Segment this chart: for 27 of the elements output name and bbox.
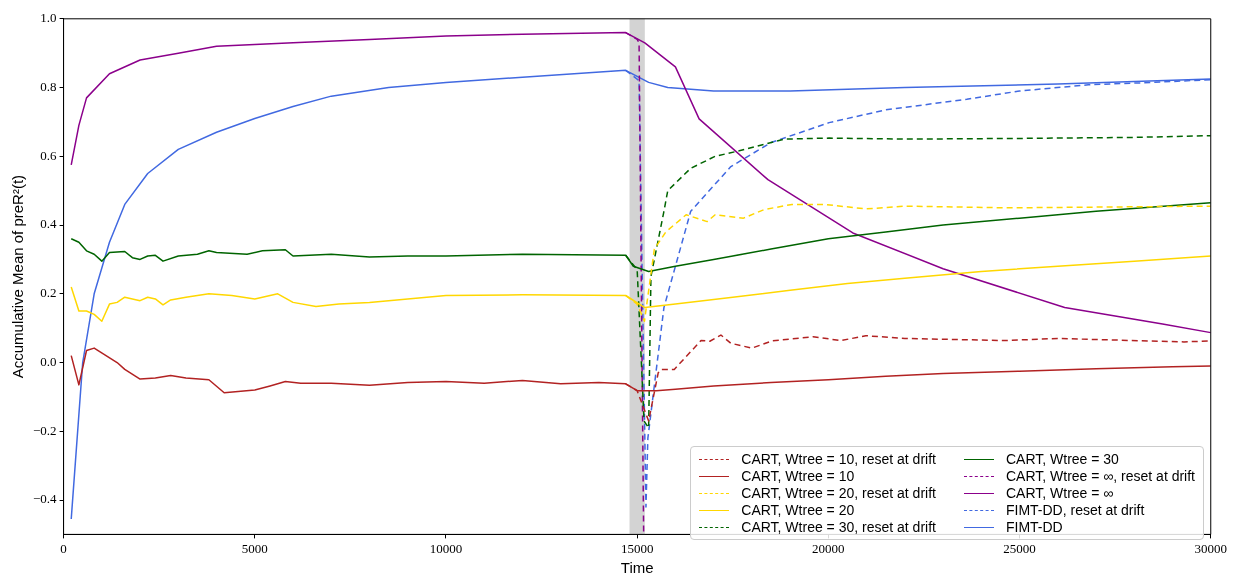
y-tick-label: −0.2 — [32, 422, 57, 438]
y-tick-label: −0.4 — [32, 491, 58, 507]
x-tick-label: 0 — [60, 540, 67, 556]
x-tick-label: 15000 — [620, 540, 654, 556]
legend-label: CART, Wtree = 10, reset at drift — [741, 451, 936, 467]
y-tick-label: 0.6 — [40, 147, 58, 163]
y-tick-label: 0.4 — [40, 216, 58, 232]
legend-label: CART, Wtree = 30, reset at drift — [741, 519, 936, 535]
legend-label: CART, Wtree = ∞, reset at drift — [1005, 468, 1195, 484]
legend-label: CART, Wtree = 20 — [741, 502, 855, 518]
legend-label: FIMT-DD, reset at drift — [1005, 502, 1145, 518]
y-tick-label: 0.8 — [40, 78, 57, 94]
y-tick-label: 1.0 — [40, 10, 57, 26]
x-tick-label: 5000 — [241, 540, 268, 556]
y-tick-label: 0.2 — [40, 285, 57, 301]
y-tick-label: 0.0 — [40, 353, 57, 369]
legend-label: FIMT-DD — [1005, 519, 1063, 535]
x-tick-label: 20000 — [812, 540, 845, 556]
x-tick-label: 10000 — [429, 540, 463, 556]
y-axis-title: Accumulative Mean of preR²(t) — [9, 174, 27, 379]
legend-label: CART, Wtree = ∞ — [1005, 485, 1114, 501]
legend-label: CART, Wtree = 30 — [1005, 451, 1119, 467]
legend-label: CART, Wtree = 10 — [741, 468, 855, 484]
x-tick-label: 30000 — [1194, 540, 1227, 556]
x-axis-title: Time — [620, 559, 654, 577]
x-tick-label: 25000 — [1003, 540, 1036, 556]
legend-label: CART, Wtree = 20, reset at drift — [741, 485, 936, 501]
